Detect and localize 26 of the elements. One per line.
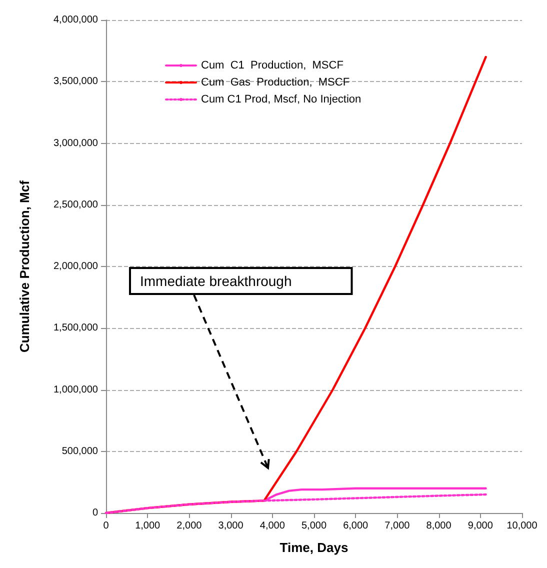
annotation: Immediate breakthrough bbox=[140, 273, 292, 289]
x-axis-title: Time, Days bbox=[280, 540, 348, 555]
x-tick-label: 5,000 bbox=[301, 520, 327, 532]
x-tick-label: 7,000 bbox=[384, 520, 410, 532]
y-tick-label: 2,000,000 bbox=[54, 261, 98, 272]
y-tick-label: 0 bbox=[92, 508, 98, 518]
y-tick-label: 1,000,000 bbox=[54, 384, 98, 396]
x-tick-label: 8,000 bbox=[426, 520, 452, 532]
x-tick-label: 9,000 bbox=[468, 520, 494, 532]
x-tick-label: 4,000 bbox=[260, 520, 286, 532]
y-tick-label: 2,500,000 bbox=[54, 199, 98, 210]
y-tick-label: 1,500,000 bbox=[54, 322, 98, 334]
y-axis-title: Cumulative Production, Mcf bbox=[17, 180, 32, 352]
y-tick-label: 3,500,000 bbox=[54, 76, 98, 88]
x-tick-label: 0 bbox=[103, 520, 110, 532]
y-tick-label: 3,000,000 bbox=[54, 138, 98, 149]
x-tick-label: 2,000 bbox=[176, 520, 202, 532]
x-tick-label: 3,000 bbox=[218, 520, 244, 532]
x-tick-label: 1,000 bbox=[135, 520, 161, 532]
legend-label: Cum C1 Production, MSCF bbox=[201, 60, 344, 72]
legend-label: Cum Gas Production, MSCF bbox=[201, 76, 350, 88]
y-tick-label: 4,000,000 bbox=[54, 14, 98, 26]
legend-label: Cum C1 Prod, Mscf, No Injection bbox=[201, 94, 362, 106]
y-tick-label: 500,000 bbox=[62, 446, 98, 457]
x-tick-label: 6,000 bbox=[343, 520, 369, 532]
x-tick-label: 10,000 bbox=[506, 520, 538, 532]
